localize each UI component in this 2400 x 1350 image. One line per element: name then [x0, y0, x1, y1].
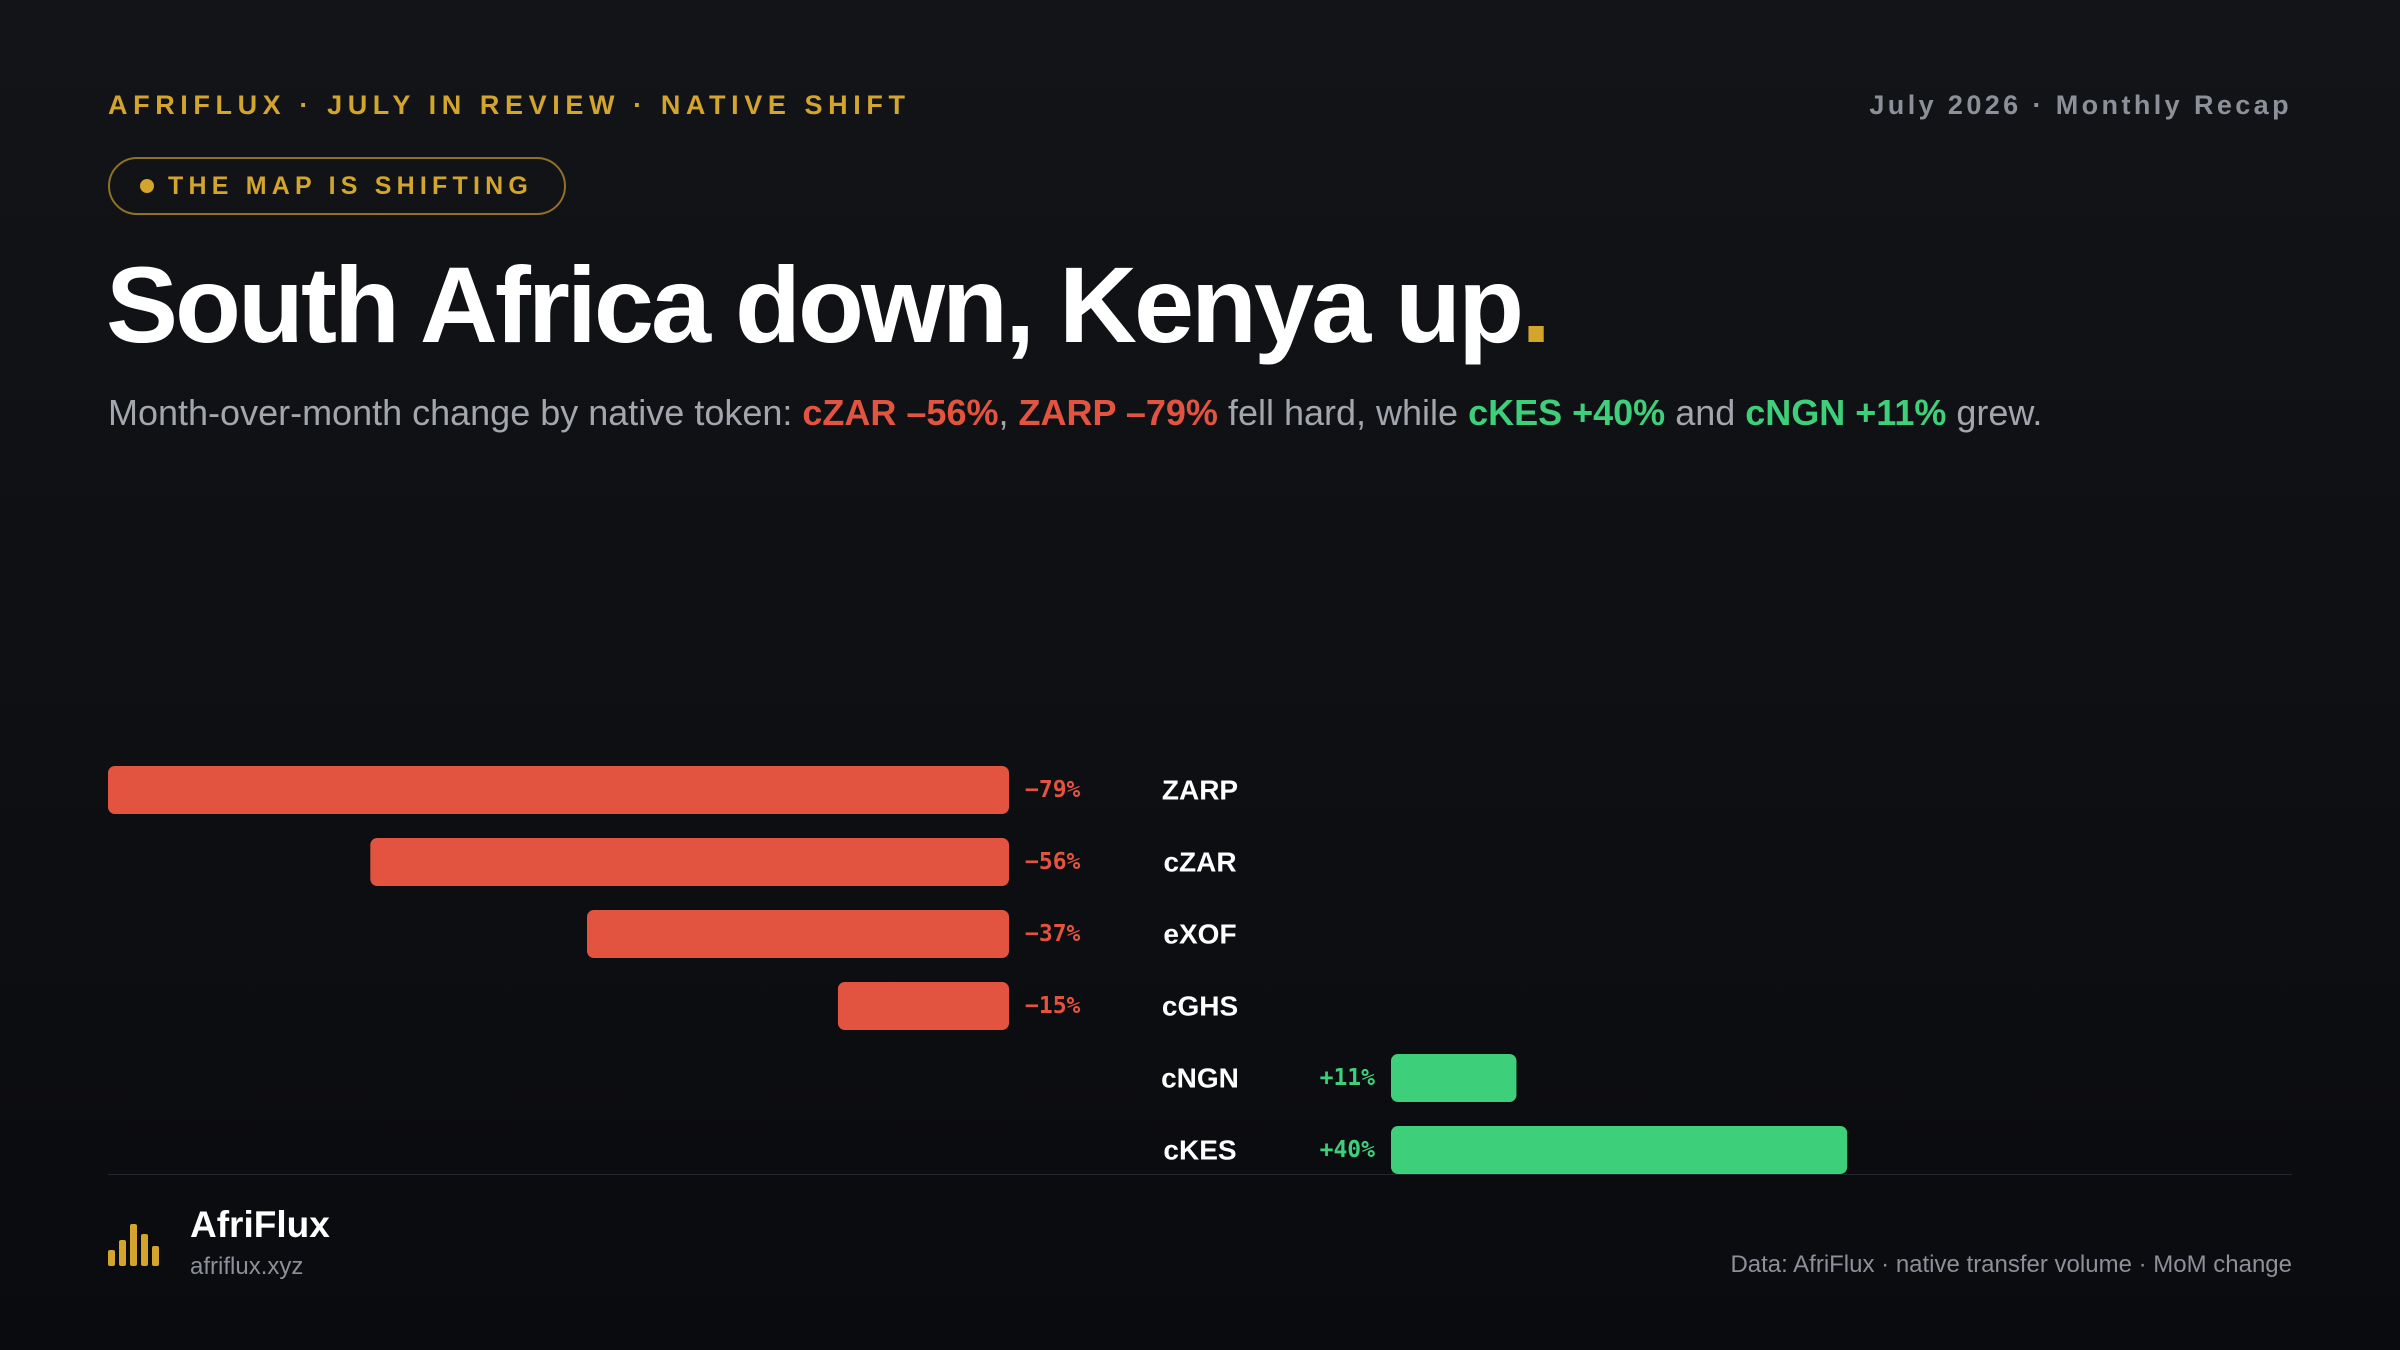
pill-dot-icon — [140, 179, 154, 193]
value-label-cngn: +11% — [1320, 1065, 1376, 1091]
pill-label: THE MAP IS SHIFTING — [168, 171, 534, 200]
token-label-zarp: ZARP — [1162, 775, 1238, 806]
page-title: South Africa down, Kenya up. — [106, 244, 1551, 366]
footer-divider — [108, 1174, 2292, 1175]
value-label-exof: −37% — [1025, 921, 1081, 947]
brand-name: AfriFlux — [190, 1204, 330, 1245]
subtitle-and: and — [1665, 392, 1746, 433]
token-label-cngn: cNGN — [1161, 1063, 1239, 1094]
subtitle-end: grew. — [1946, 392, 2043, 433]
subtitle-mid: fell hard, while — [1217, 392, 1469, 433]
kicker-text: AFRIFLUX · JULY IN REVIEW · NATIVE SHIFT — [108, 90, 911, 120]
source-note: Data: AfriFlux · native transfer volume … — [1730, 1251, 2292, 1278]
brand-url: afriflux.xyz — [190, 1253, 304, 1280]
bar-exof — [587, 910, 1009, 958]
value-label-czar: −56% — [1025, 849, 1081, 875]
token-label-exof: eXOF — [1163, 919, 1236, 950]
headline-dot: . — [1521, 244, 1551, 365]
subtitle-czar: cZAR –56% — [802, 392, 999, 433]
bar-zarp — [108, 766, 1009, 814]
bar-cghs — [837, 982, 1009, 1030]
value-label-zarp: −79% — [1025, 777, 1081, 803]
token-label-ckes: cKES — [1163, 1135, 1236, 1166]
bar-chart-logo-icon — [108, 1224, 159, 1266]
token-label-czar: cZAR — [1163, 847, 1236, 878]
bar-czar — [370, 838, 1009, 886]
subtitle: Month-over-month change by native token:… — [108, 392, 2042, 434]
recap-date: July 2026 · Monthly Recap — [1869, 90, 2292, 120]
subtitle-zarp: ZARP –79% — [1018, 392, 1218, 433]
subtitle-lead: Month-over-month change by native token: — [108, 392, 803, 433]
subtitle-comma: , — [998, 392, 1019, 433]
token-label-cghs: cGHS — [1162, 991, 1238, 1022]
status-pill: THE MAP IS SHIFTING — [108, 157, 567, 215]
headline-text: South Africa down, Kenya up — [106, 244, 1524, 365]
value-label-cghs: −15% — [1025, 993, 1081, 1019]
bar-ckes — [1391, 1126, 1848, 1174]
value-label-ckes: +40% — [1320, 1137, 1376, 1163]
bar-cngn — [1391, 1054, 1517, 1102]
subtitle-cngn: cNGN +11% — [1745, 392, 1947, 433]
subtitle-ckes: cKES +40% — [1468, 392, 1666, 433]
